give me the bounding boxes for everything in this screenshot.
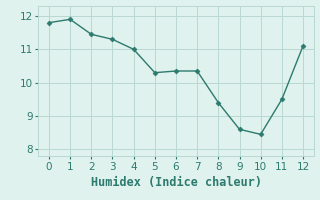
X-axis label: Humidex (Indice chaleur): Humidex (Indice chaleur) (91, 176, 261, 189)
